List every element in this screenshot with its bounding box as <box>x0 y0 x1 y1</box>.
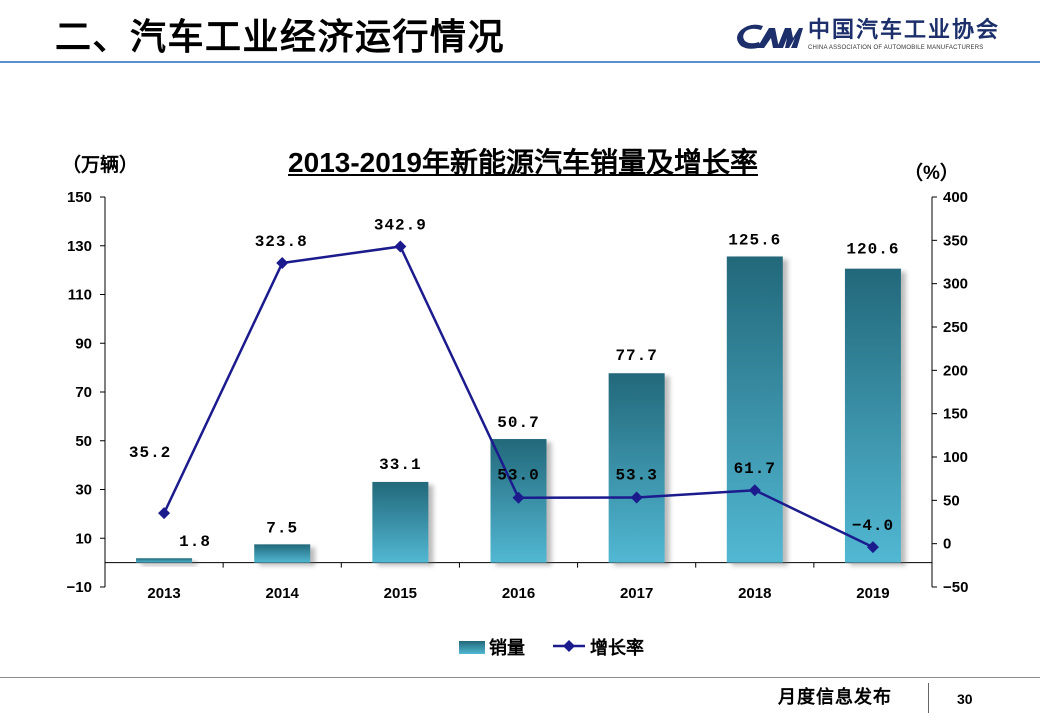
logo-a-stroke <box>757 28 779 48</box>
sales-bar-2019 <box>844 268 901 563</box>
sales-bar-2014 <box>254 544 311 563</box>
logo-name-en: CHINA ASSOCIATION OF AUTOMOBILE MANUFACT… <box>808 45 984 51</box>
growth-rate-marker-2018 <box>748 484 761 497</box>
header-rule <box>0 61 1040 63</box>
right-axis-tick-label: 400 <box>943 189 968 206</box>
growth-data-label-2015: 342.9 <box>374 216 427 234</box>
logo-c-stroke <box>737 24 763 49</box>
footer-label: 月度信息发布 <box>778 687 892 707</box>
sales-bar-shadow <box>141 561 198 566</box>
left-axis-tick-label: 110 <box>68 287 92 304</box>
left-axis-tick-label: 30 <box>75 482 92 499</box>
sales-bar-2018 <box>726 256 783 563</box>
growth-rate-series <box>158 240 879 554</box>
growth-rate-marker-2019 <box>866 541 879 554</box>
right-axis-tick-label: −50 <box>943 579 968 596</box>
right-axis-unit-label: （%） <box>904 163 959 184</box>
right-axis-tick-label: 100 <box>943 449 968 466</box>
sales-bar-2015 <box>372 481 429 563</box>
sales-data-label-2017: 77.7 <box>615 347 657 365</box>
left-axis-tick-label: 50 <box>75 433 92 450</box>
growth-data-label-2016: 53.0 <box>497 467 539 485</box>
footer-divider <box>928 683 929 713</box>
category-label-2014: 2014 <box>266 585 300 602</box>
legend-label-growth: 增长率 <box>590 637 644 658</box>
logo-name-cn: 中国汽车工业协会 <box>808 17 1001 42</box>
growth-rate-marker-2016 <box>512 491 525 504</box>
legend-swatch-sales <box>459 641 485 654</box>
category-label-2016: 2016 <box>502 585 535 602</box>
caam-logo-mark-icon <box>737 24 803 49</box>
sales-data-label-2015: 33.1 <box>379 456 421 474</box>
right-axis-tick-label: 200 <box>943 362 968 379</box>
legend-marker-growth <box>563 640 575 652</box>
right-axis-tick-label: 350 <box>943 232 968 249</box>
category-label-2015: 2015 <box>384 585 417 602</box>
growth-rate-marker-2014 <box>276 257 289 270</box>
category-label-2017: 2017 <box>620 585 653 602</box>
left-axis-tick-label: −10 <box>67 579 92 596</box>
left-axis-tick-label: 90 <box>75 335 92 352</box>
legend-label-sales: 销量 <box>489 637 525 658</box>
page-number: 30 <box>957 691 973 707</box>
right-axis-tick-label: 300 <box>943 276 968 293</box>
left-axis-tick-label: 10 <box>75 530 92 547</box>
growth-rate-marker-2015 <box>394 240 407 253</box>
sales-data-label-2016: 50.7 <box>497 414 539 432</box>
left-axis-unit-label: （万辆） <box>62 155 139 176</box>
chart-axes: 150 130 110 90 70 50 30 10 −10 400 350 300 250 200 150… <box>67 189 969 602</box>
sales-bar-2013 <box>136 558 193 563</box>
right-axis-tick-label: 0 <box>943 536 951 553</box>
right-axis-tick-label: 250 <box>943 319 968 336</box>
chart-title: 2013-2019年新能源汽车销量及增长率 <box>288 147 758 178</box>
sales-bars <box>136 256 906 566</box>
category-label-2018: 2018 <box>738 585 771 602</box>
left-axis-tick-label: 70 <box>75 384 92 401</box>
slide-title: 二、汽车工业经济运行情况 <box>55 16 506 57</box>
sales-data-label-2018: 125.6 <box>728 231 781 249</box>
growth-data-label-2017: 53.3 <box>615 466 657 484</box>
category-label-2013: 2013 <box>147 585 180 602</box>
sales-data-label-2013: 1.8 <box>179 533 211 551</box>
sales-bar-2017 <box>608 373 665 563</box>
data-labels: 1.8 7.5 33.1 50.7 77.7 125.6 120.6 35.2 323.8 342… <box>129 216 899 551</box>
caam-logo: 中国汽车工业协会 CHINA ASSOCIATION OF AUTOMOBILE… <box>733 18 1008 54</box>
category-label-2019: 2019 <box>856 585 889 602</box>
sales-data-label-2019: 120.6 <box>846 241 899 259</box>
sales-data-label-2014: 7.5 <box>266 519 298 537</box>
growth-rate-marker-2013 <box>158 507 171 520</box>
right-axis-tick-label: 150 <box>943 406 968 423</box>
growth-data-label-2019: −4.0 <box>852 517 894 535</box>
footer-rule <box>0 677 1040 678</box>
left-axis-tick-label: 150 <box>67 189 92 206</box>
chart-legend: 销量 增长率 <box>459 637 644 658</box>
left-axis-tick-label: 130 <box>67 238 92 255</box>
logo-m-stroke <box>777 28 803 48</box>
growth-data-label-2014: 323.8 <box>255 233 308 251</box>
growth-data-label-2013: 35.2 <box>129 444 171 462</box>
right-axis-tick-label: 50 <box>943 492 960 509</box>
growth-data-label-2018: 61.7 <box>734 460 776 478</box>
growth-rate-marker-2017 <box>630 491 643 504</box>
